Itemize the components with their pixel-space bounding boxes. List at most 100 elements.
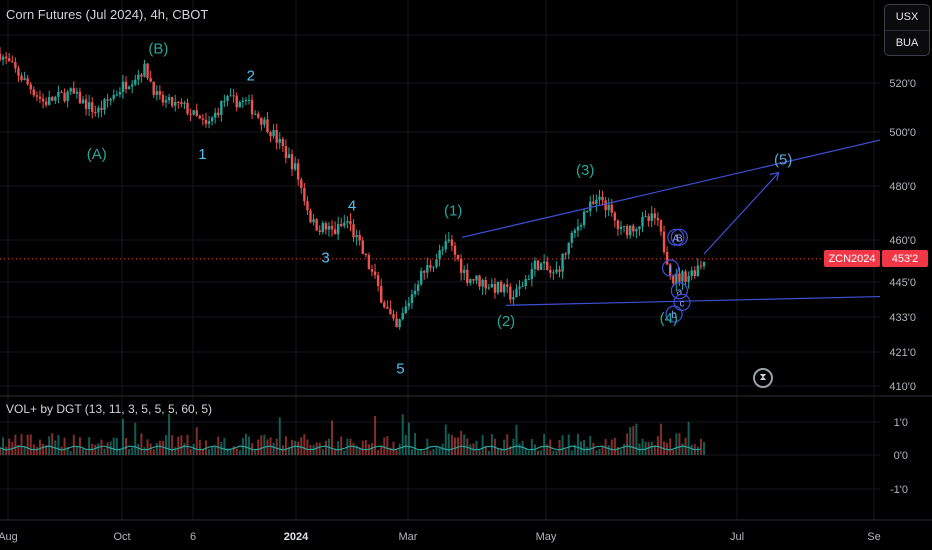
candle-body [275, 129, 278, 143]
grid [0, 0, 880, 520]
hourglass-icon[interactable]: ⧗ [753, 368, 773, 388]
candle-body [395, 318, 398, 328]
volume-bar [183, 443, 186, 455]
candle-body [333, 229, 337, 235]
wave-label: (B) [148, 41, 168, 58]
candle-body [346, 221, 349, 223]
volume-bar [447, 433, 450, 455]
candle-body [69, 88, 72, 92]
volume-bar [294, 440, 297, 455]
volume-bar [149, 443, 152, 455]
candle-body [690, 270, 693, 277]
volume-bar [5, 446, 8, 455]
candle-body [336, 224, 340, 235]
candle-body [573, 230, 577, 233]
candle-body [23, 78, 26, 81]
candle-body [91, 102, 94, 113]
volume-bar [641, 438, 644, 455]
candle-body [426, 265, 429, 273]
volume-bar [647, 442, 650, 455]
volume-bar [263, 434, 266, 455]
candle-body [198, 115, 202, 119]
projection-arrow-line [703, 172, 780, 255]
candle-body [407, 303, 411, 307]
currency-option-bua[interactable]: BUA [885, 30, 929, 56]
volume-bar [398, 443, 401, 455]
candle-body [665, 251, 669, 265]
wave-label: 3 [321, 249, 329, 266]
volume-bar [414, 433, 417, 455]
candle-body [137, 74, 140, 80]
volume-bar [653, 445, 656, 455]
candle-body [493, 284, 497, 293]
candle-body [177, 101, 180, 103]
candle-body [232, 95, 235, 97]
volume-bar [103, 448, 106, 455]
candle-body [223, 101, 226, 103]
candle-body [257, 113, 260, 118]
candle-body [542, 261, 546, 264]
symbol-tag-background [824, 250, 880, 267]
volume-bar [321, 448, 324, 455]
candle-body [11, 61, 14, 63]
volume-bar [586, 446, 589, 455]
candle-body [149, 78, 152, 82]
volume-bar [2, 437, 5, 455]
volume-bar [417, 450, 420, 455]
volume-bar [72, 434, 75, 455]
price-tick-label: 410'0 [889, 381, 916, 393]
candle-body [303, 187, 306, 202]
volume-bar [592, 442, 595, 455]
candle-body [1, 56, 5, 60]
volume-bar [555, 450, 558, 455]
volume-bar [45, 445, 48, 455]
volume-bar [238, 450, 241, 455]
candle-body [404, 306, 407, 313]
candle-body [213, 112, 217, 118]
candle-body [481, 280, 484, 287]
time-axis[interactable]: Aug Oct 6 2024 Mar May Jul Se [0, 531, 881, 543]
candle-body [127, 86, 131, 90]
volume-bar [509, 446, 512, 455]
indicator-title[interactable]: VOL+ by DGT (13, 11, 3, 5, 5, 5, 60, 5) [6, 402, 212, 416]
volume-tick-label: -1'0 [890, 484, 908, 496]
candle-body [564, 253, 567, 255]
price-axis[interactable]: 520'0 500'0 480'0 460'0 445'0 433'0 421'0 410'0 [889, 78, 916, 393]
candle-body [453, 245, 457, 255]
candle-body [315, 219, 318, 231]
volume-bar [161, 440, 164, 455]
candle-body [644, 216, 647, 218]
candle-body [567, 242, 570, 255]
candle-body [112, 95, 115, 99]
candle-body [675, 273, 678, 284]
currency-selector[interactable]: USX BUA [884, 4, 930, 56]
currency-option-usx[interactable]: USX [895, 11, 919, 23]
candle-body [318, 230, 321, 233]
volume-bar [450, 434, 453, 455]
candle-body [250, 99, 254, 115]
candle-body [72, 88, 75, 94]
candle-body [469, 279, 472, 283]
volume-bar [672, 449, 675, 455]
candle-body [530, 269, 534, 280]
candle-body [361, 240, 364, 254]
candle-body [207, 121, 211, 124]
candle-body [124, 81, 128, 90]
volume-bar [57, 435, 60, 455]
volume-axis[interactable]: 1'0 0'0 -1'0 [890, 417, 908, 496]
candle-body [115, 94, 119, 96]
candle-body [238, 102, 241, 108]
volume-bar [324, 440, 327, 455]
volume-bar [334, 449, 337, 455]
volume-bar [558, 439, 561, 455]
candle-body [635, 229, 638, 232]
time-tick-label: Oct [113, 531, 130, 543]
volume-bar [192, 443, 195, 455]
candle-body [281, 139, 285, 147]
volume-bar [696, 446, 699, 455]
candle-body [662, 231, 666, 252]
candle-body [355, 235, 358, 238]
candle-body [506, 284, 509, 287]
price-tag-value: 453'2 [892, 253, 919, 265]
